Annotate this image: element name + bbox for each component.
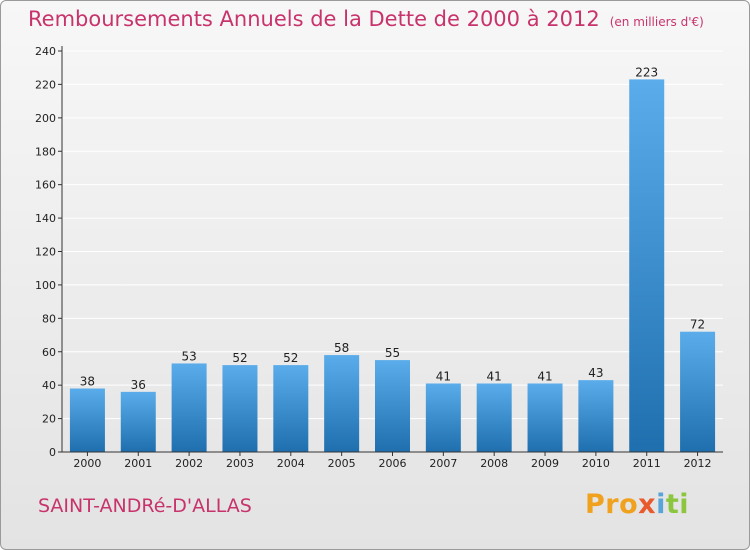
x-tick-label: 2010 xyxy=(582,457,610,470)
bar-value-label: 58 xyxy=(334,341,349,355)
x-tick-label: 2012 xyxy=(684,457,712,470)
bar-value-label: 41 xyxy=(537,369,552,383)
chart-unit: (en milliers d'€) xyxy=(609,15,704,29)
bar xyxy=(120,391,156,452)
x-tick-label: 2009 xyxy=(531,457,559,470)
y-tick-label: 20 xyxy=(42,413,56,426)
logo-part: ti xyxy=(665,489,690,520)
bar xyxy=(527,383,563,452)
bar-value-label: 52 xyxy=(283,351,298,365)
x-tick-label: 2006 xyxy=(379,457,407,470)
x-tick-label: 2004 xyxy=(277,457,305,470)
bar xyxy=(680,331,716,452)
proxiti-logo: Proxiti xyxy=(585,489,689,520)
y-tick-label: 200 xyxy=(35,112,56,125)
x-tick-label: 2007 xyxy=(429,457,457,470)
x-tick-label: 2000 xyxy=(73,457,101,470)
bar-value-label: 52 xyxy=(232,351,247,365)
bar xyxy=(375,360,410,452)
y-tick-label: 100 xyxy=(35,279,56,292)
y-tick-label: 140 xyxy=(35,212,56,225)
bar xyxy=(324,355,360,452)
bar-value-label: 53 xyxy=(181,349,196,363)
x-tick-label: 2005 xyxy=(328,457,356,470)
y-tick-label: 60 xyxy=(42,346,56,359)
chart-title-text: Remboursements Annuels de la Dette de 20… xyxy=(28,7,600,31)
y-tick-label: 80 xyxy=(42,312,56,325)
bar-value-label: 41 xyxy=(436,369,451,383)
bar-value-label: 43 xyxy=(588,366,603,380)
bar-value-label: 41 xyxy=(487,369,502,383)
bar xyxy=(425,383,461,452)
y-tick-label: 40 xyxy=(42,379,56,392)
bar-value-label: 55 xyxy=(385,346,400,360)
commune-name: SAINT-ANDRé-D'ALLAS xyxy=(38,495,252,517)
chart-title: Remboursements Annuels de la Dette de 20… xyxy=(28,7,704,31)
x-tick-label: 2011 xyxy=(633,457,661,470)
bar-value-label: 36 xyxy=(131,378,146,392)
bar-value-label: 38 xyxy=(80,375,95,389)
x-tick-label: 2001 xyxy=(124,457,152,470)
bar xyxy=(273,365,309,452)
bar xyxy=(69,388,105,452)
bar xyxy=(629,79,665,452)
y-tick-label: 240 xyxy=(35,45,56,58)
bar-value-label: 223 xyxy=(635,65,658,79)
y-tick-label: 180 xyxy=(35,145,56,158)
logo-part: i xyxy=(656,489,666,520)
x-tick-label: 2008 xyxy=(480,457,508,470)
y-tick-label: 0 xyxy=(49,446,56,459)
x-tick-label: 2002 xyxy=(175,457,203,470)
logo-part: Pro xyxy=(585,489,639,520)
bar xyxy=(578,380,614,452)
y-tick-label: 160 xyxy=(35,179,56,192)
x-tick-label: 2003 xyxy=(226,457,254,470)
bar xyxy=(171,363,207,452)
bar xyxy=(222,365,258,452)
y-tick-label: 220 xyxy=(35,78,56,91)
y-tick-label: 120 xyxy=(35,246,56,259)
logo-part: x xyxy=(638,489,657,520)
bar-value-label: 72 xyxy=(690,318,705,332)
bar-chart: 0 20 40 60 80 100 120 140 160 180 200 220 240 38 2000 3… xyxy=(35,45,723,470)
bar xyxy=(476,383,512,452)
